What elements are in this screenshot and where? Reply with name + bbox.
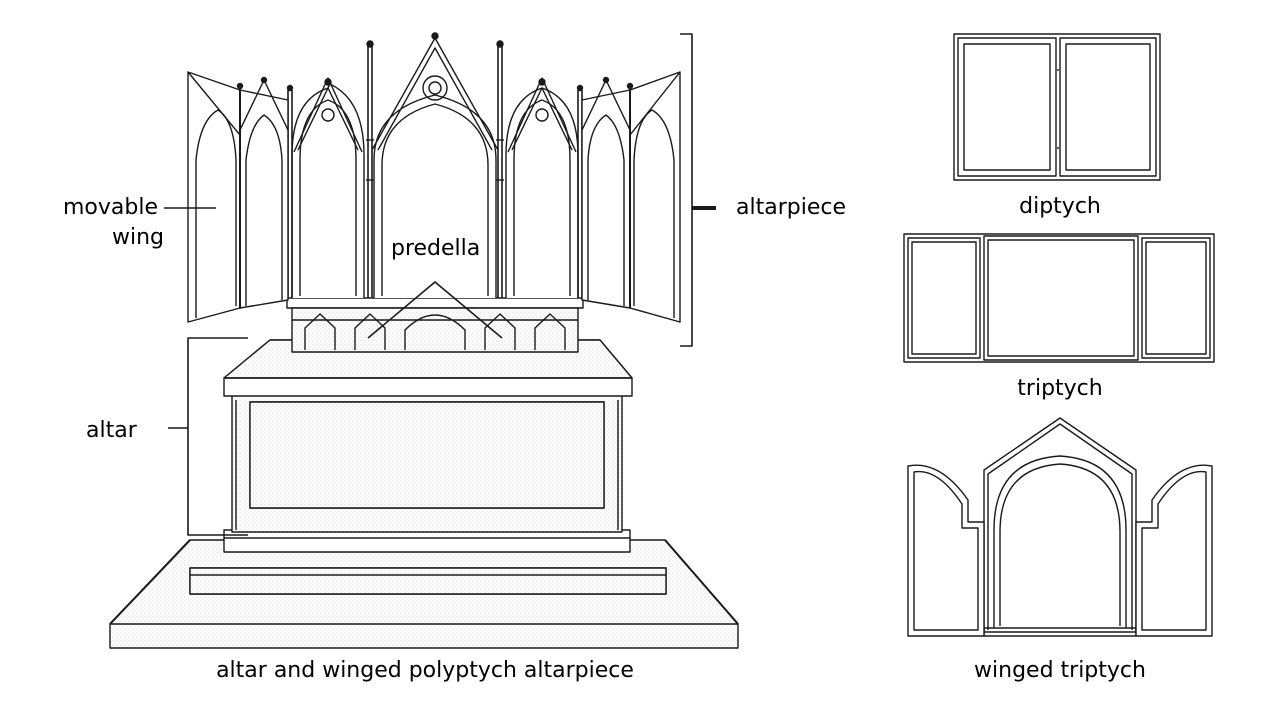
label-predella: predella (391, 236, 481, 261)
label-diptych: diptych (1019, 194, 1101, 219)
winged-triptych-drawing (907, 417, 1213, 637)
label-movable-wing: movable wing (63, 193, 164, 253)
label-movable-wing-line1: movable (63, 195, 159, 220)
label-winged-triptych: winged triptych (974, 658, 1146, 683)
predella-drawing (286, 297, 584, 353)
altarpiece-center (286, 32, 584, 298)
diptych-drawing (953, 33, 1161, 181)
altarpiece-left-wing (187, 71, 289, 323)
caption-altar-and-winged-polyptych: altar and winged polyptych altarpiece (216, 658, 634, 683)
label-triptych: triptych (1017, 376, 1103, 401)
altar-plinth (223, 529, 631, 553)
label-altarpiece: altarpiece (736, 195, 846, 220)
triptych-drawing (903, 233, 1215, 363)
altarpiece-right-wing (581, 71, 681, 323)
altar-drawing (109, 339, 739, 649)
leader-lines (164, 33, 716, 536)
label-altar: altar (86, 418, 137, 443)
label-movable-wing-line2: wing (112, 225, 165, 250)
